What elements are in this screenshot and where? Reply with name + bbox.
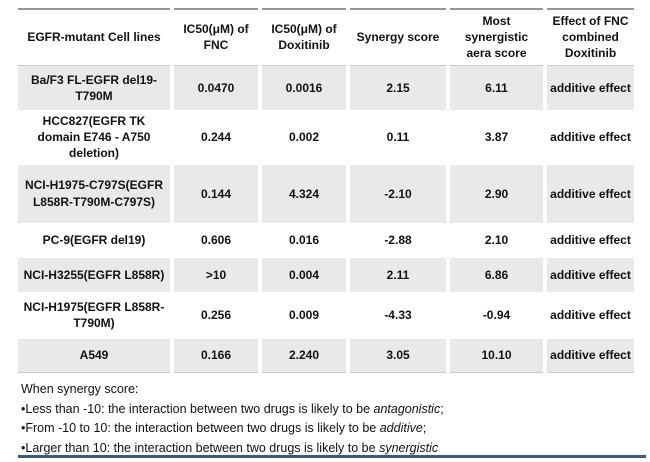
effect-value: additive effect [543,164,634,223]
col-header-most-synergistic: Most synergistic aera score [446,9,545,66]
col-header-cell-lines: EGFR-mutant Cell lines [18,9,172,66]
table-row: Ba/F3 FL-EGFR del19-T790M 0.0470 0.0016 … [18,65,634,111]
most-synergistic-value: 3.87 [446,110,545,165]
note-antagonistic: •Less than -10: the interaction between … [21,400,650,420]
ic50-doxitinib-value: 0.004 [258,257,348,292]
effect-value: additive effect [543,222,634,258]
table-row: NCI-H1975(EGFR L858R-T790M) 0.256 0.009 … [18,291,634,339]
col-header-synergy-score: Synergy score [346,9,448,66]
table-row: HCC827(EGFR TK domain E746 - A750 deleti… [18,110,634,165]
table-row: PC-9(EGFR del19) 0.606 0.016 -2.88 2.10 … [18,222,634,258]
synergy-score-notes: When synergy score: •Less than -10: the … [21,380,650,458]
ic50-fnc-value: 0.0470 [170,65,260,111]
most-synergistic-value: 2.10 [446,222,545,258]
synergy-score-value: 2.15 [346,65,448,111]
most-synergistic-value: 2.90 [446,164,545,223]
synergy-score-value: -2.88 [346,222,448,258]
table-row: A549 0.166 2.240 3.05 10.10 additive eff… [18,338,634,374]
note-italic-term: antagonistic [373,401,441,416]
table-row: NCI-H1975-C797S(EGFR L858R-T790M-C797S) … [18,164,634,223]
ic50-fnc-value: 0.166 [170,338,260,374]
note-suffix: ; [422,421,427,436]
ic50-doxitinib-value: 0.016 [258,222,348,258]
bottom-accent-rule [18,455,646,458]
ic50-doxitinib-value: 0.0016 [258,65,348,111]
cell-line-name: NCI-H3255(EGFR L858R) [18,257,172,292]
note-additive: •From -10 to 10: the interaction between… [21,419,650,439]
ic50-fnc-value: 0.606 [170,222,260,258]
effect-value: additive effect [543,65,634,111]
note-italic-term: additive [379,421,423,436]
cell-line-name: NCI-H1975(EGFR L858R-T790M) [23,299,165,331]
ic50-fnc-value: >10 [170,257,260,292]
most-synergistic-value: -0.94 [446,291,545,339]
effect-value: additive effect [543,257,634,292]
cell-line-name: PC-9(EGFR del19) [42,233,146,248]
cell-line-name: NCI-H1975-C797S(EGFR L858R-T790M-C797S) [18,164,172,223]
cell-line-name: Ba/F3 FL-EGFR del19-T790M [18,65,172,111]
synergy-score-value: 3.05 [346,338,448,374]
effect-value: additive effect [543,291,634,339]
synergy-score-value: 2.11 [346,257,448,292]
ic50-fnc-value: 0.256 [170,291,260,339]
cell-line-name: HCC827(EGFR TK domain E746 - A750 deleti… [37,114,151,161]
cell-line-name: A549 [18,338,172,374]
col-header-ic50-doxitinib: IC50(μM) of Doxitinib [258,9,348,66]
synergy-score-value: -4.33 [346,291,448,339]
table-header-row: EGFR-mutant Cell lines IC50(μM) of FNC I… [18,9,634,66]
ic50-doxitinib-value: 0.009 [258,291,348,339]
ic50-doxitinib-value: 2.240 [258,338,348,374]
synergy-score-value: -2.10 [346,164,448,223]
ic50-doxitinib-value: 0.002 [258,110,348,165]
paper-table-page: EGFR-mutant Cell lines IC50(μM) of FNC I… [0,8,650,462]
note-text: •Larger than 10: the interaction between… [21,440,380,455]
col-header-effect: Effect of FNC combined Doxitinib [543,9,634,66]
ic50-fnc-value: 0.244 [170,110,260,165]
col-header-ic50-fnc: IC50(μM) of FNC [170,9,260,66]
note-italic-term: synergistic [379,440,439,455]
synergy-score-value: 0.11 [346,110,448,165]
effect-value: additive effect [543,338,634,374]
table-row: NCI-H3255(EGFR L858R) >10 0.004 2.11 6.8… [18,257,634,292]
note-text: •From -10 to 10: the interaction between… [21,421,380,436]
note-synergistic: •Larger than 10: the interaction between… [21,439,650,459]
ic50-doxitinib-value: 4.324 [258,164,348,223]
synergy-results-table: EGFR-mutant Cell lines IC50(μM) of FNC I… [18,8,634,374]
ic50-fnc-value: 0.144 [170,164,260,223]
effect-value: additive effect [543,110,634,165]
note-text: •Less than -10: the interaction between … [21,401,374,416]
most-synergistic-value: 6.11 [446,65,545,111]
most-synergistic-value: 6.86 [446,257,545,292]
notes-intro: When synergy score: [21,382,139,397]
note-suffix: ; [440,401,444,416]
most-synergistic-value: 10.10 [446,338,545,374]
